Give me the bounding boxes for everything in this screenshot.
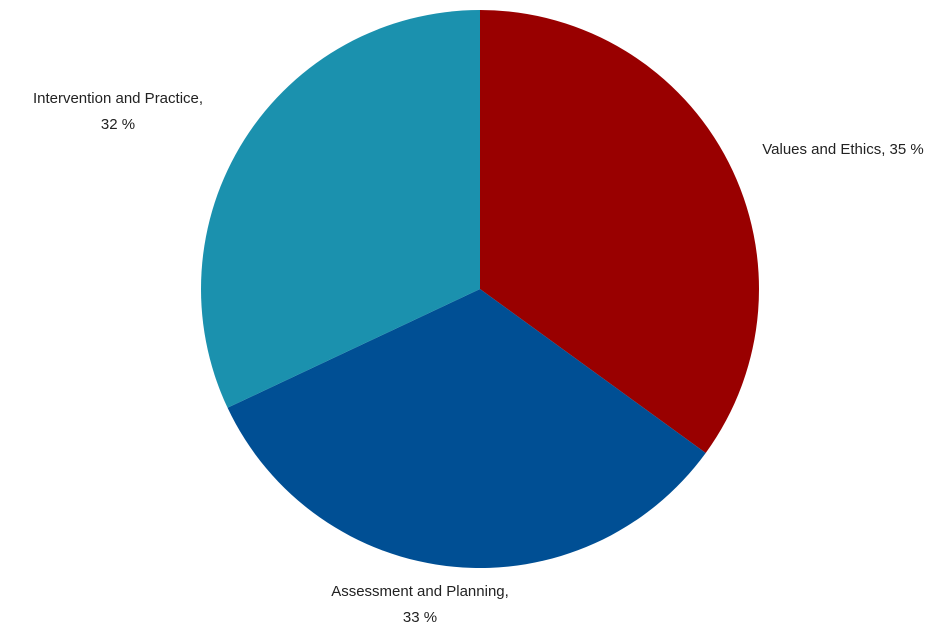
slice-label-values-and-ethics: Values and Ethics, 35 % xyxy=(762,141,923,158)
pie-slices xyxy=(201,10,759,568)
slice-labels: Values and Ethics, 35 % Assessment and Pl… xyxy=(33,90,924,626)
pie-slice-values-and-ethics xyxy=(480,10,759,453)
slice-label-intervention-and-practice: Intervention and Practice, 32 % xyxy=(33,90,203,133)
pie-slice-assessment-and-planning xyxy=(227,289,706,568)
pie-slice-intervention-and-practice xyxy=(201,10,481,408)
slice-label-assessment-and-planning: Assessment and Planning, 33 % xyxy=(331,583,509,626)
